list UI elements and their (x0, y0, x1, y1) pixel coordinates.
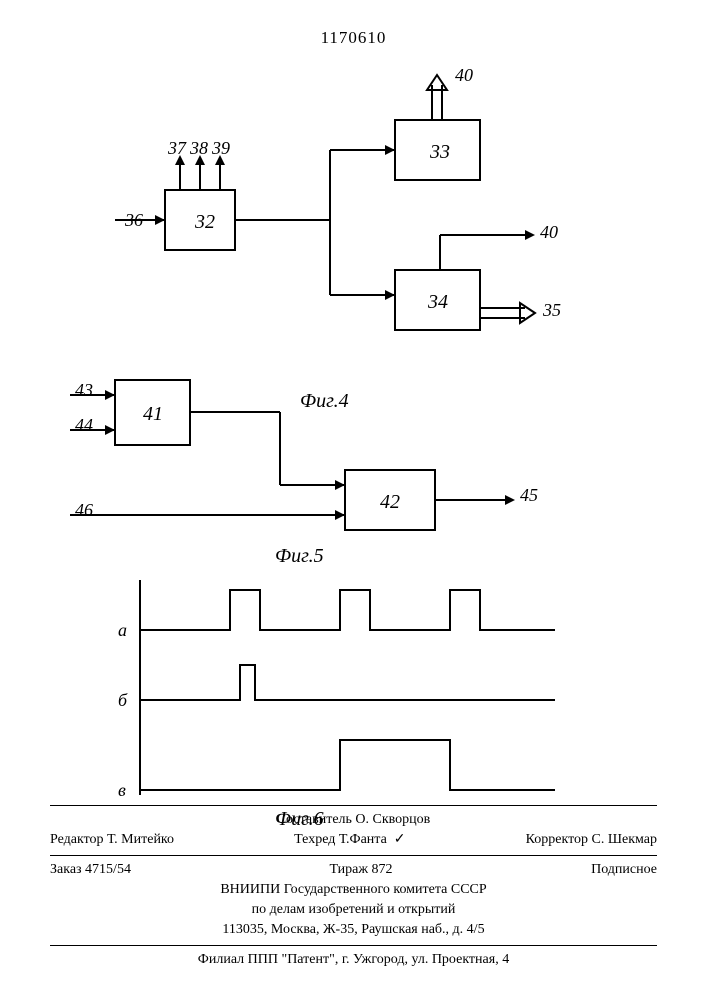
footer-compiler: Составитель О. Скворцов (50, 810, 657, 830)
label-39: 39 (212, 138, 230, 159)
arrow-40b-head (525, 230, 535, 240)
block-34-label: 34 (427, 291, 448, 313)
footer-podpis: Подписное (591, 860, 657, 880)
block-33-label: 33 (429, 141, 450, 163)
fig5-diagram: 41 42 (0, 360, 707, 570)
label-43: 43 (75, 380, 93, 401)
label-40b: 40 (540, 222, 558, 243)
footer-techred: Техред Т.Фанта ✓ (294, 830, 405, 850)
footer-tirazh: Тираж 872 (329, 860, 392, 880)
waveform-a (140, 590, 555, 630)
footer-addr: 113035, Москва, Ж-35, Раушская наб., д. … (50, 920, 657, 940)
label-38: 38 (190, 138, 208, 159)
document-number: 1170610 (0, 28, 707, 48)
label-45: 45 (520, 485, 538, 506)
arrow-36-head (155, 215, 165, 225)
arrow-46-head (335, 510, 345, 520)
label-40a: 40 (455, 65, 473, 86)
fig6-diagram (0, 570, 707, 830)
footer-org1: ВНИИПИ Государственного комитета СССР (50, 880, 657, 900)
arrow-35-head (520, 303, 535, 323)
page: 1170610 32 33 34 (0, 0, 707, 1000)
label-36: 36 (125, 210, 143, 231)
footer-editor: Редактор Т. Митейко (50, 830, 174, 850)
footer-org2: по делам изобретений и открытий (50, 900, 657, 920)
block-41-label: 41 (143, 403, 163, 425)
footer-filial: Филиал ППП "Патент", г. Ужгород, ул. Про… (50, 950, 657, 970)
arrow-to-34-head (385, 290, 395, 300)
arrow-42a-head (335, 480, 345, 490)
footer: Составитель О. Скворцов Редактор Т. Мите… (50, 801, 657, 970)
label-35: 35 (543, 300, 561, 321)
arrow-45-head (505, 495, 515, 505)
label-37: 37 (168, 138, 186, 159)
arrow-43-head (105, 390, 115, 400)
block-42-label: 42 (380, 491, 400, 513)
label-46: 46 (75, 500, 93, 521)
row-v-label: в (118, 780, 126, 801)
waveform-b (140, 665, 555, 700)
arrow-40a-head (427, 75, 447, 90)
waveform-v (140, 740, 555, 790)
footer-order: Заказ 4715/54 (50, 860, 131, 880)
fig5-caption: Фиг.5 (275, 545, 324, 568)
row-a-label: а (118, 620, 127, 641)
block-32-label: 32 (194, 211, 215, 233)
arrow-to-33-head (385, 145, 395, 155)
arrow-44-head (105, 425, 115, 435)
row-b-label: б (118, 690, 127, 711)
footer-corrector: Корректор С. Шекмар (526, 830, 657, 850)
label-44: 44 (75, 415, 93, 436)
